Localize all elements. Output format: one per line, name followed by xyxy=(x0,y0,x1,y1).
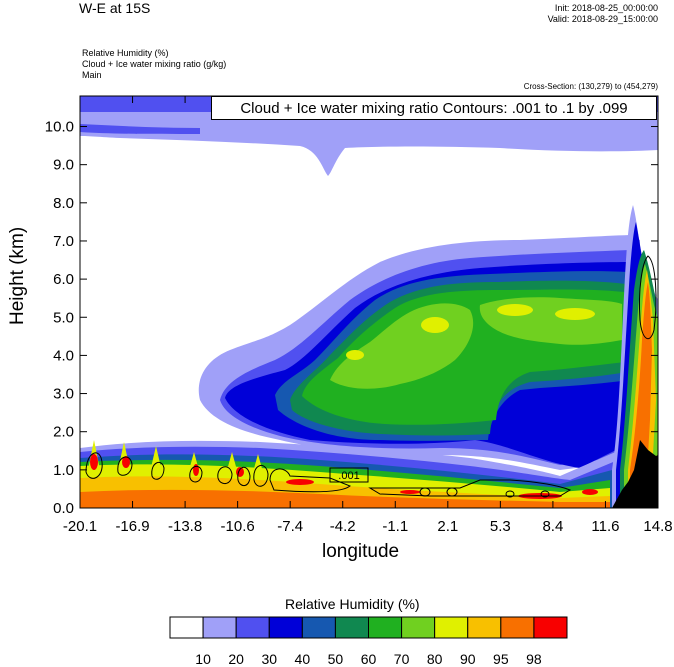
colorbar-swatch xyxy=(268,616,303,639)
y-axis: 0.0 1.0 2.0 3.0 4.0 5.0 6.0 7.0 8.0 9.0 10.0 xyxy=(45,119,658,517)
field-label-main: Main xyxy=(82,70,102,80)
x-tick-label: 14.8 xyxy=(643,518,672,535)
colorbar-label: 80 xyxy=(427,651,443,667)
colorbar-label: 95 xyxy=(493,651,509,667)
colorbar-label: 30 xyxy=(261,651,277,667)
plume-90-c xyxy=(555,308,595,320)
cloud-contours xyxy=(85,255,657,498)
y-tick-label: 10.0 xyxy=(45,119,74,136)
plume-90-d xyxy=(346,350,364,360)
x-tick-label: 11.6 xyxy=(591,518,619,535)
x-tick-label: -16.9 xyxy=(115,518,149,535)
colorbar: 10 20 30 40 50 60 70 80 90 95 98 xyxy=(169,616,568,667)
x-tick-label: 2.1 xyxy=(437,518,458,535)
contour-info-box: Cloud + Ice water mixing ratio Contours:… xyxy=(211,96,657,120)
colorbar-label: 60 xyxy=(361,651,377,667)
field-label-cloud: Cloud + Ice water mixing ratio (g/kg) xyxy=(82,59,227,69)
contour-label: .001 xyxy=(338,470,359,482)
y-axis-label: Height (km) xyxy=(7,226,28,325)
colorbar-swatch xyxy=(368,616,403,639)
colorbar-label: 10 xyxy=(195,651,211,667)
colorbar-label: 50 xyxy=(328,651,344,667)
y-tick-label: 9.0 xyxy=(53,157,74,174)
y-tick-label: 4.0 xyxy=(53,347,74,364)
colorbar-label: 20 xyxy=(228,651,244,667)
x-tick-label: -10.6 xyxy=(221,518,255,535)
cross-section-info: Cross-Section: (130,279) to (454,279) xyxy=(523,82,658,91)
field-label-rh: Relative Humidity (%) xyxy=(82,48,169,58)
colorbar-label: 98 xyxy=(526,651,542,667)
upper-moist-edge xyxy=(80,124,200,134)
plume-90-a xyxy=(421,317,449,333)
x-tick-label: -4.2 xyxy=(330,518,356,535)
rh-field: .001 xyxy=(80,96,658,508)
x-axis-label: longitude xyxy=(322,541,400,562)
colorbar-swatch xyxy=(467,616,502,639)
bl-98 xyxy=(80,489,610,508)
colorbar-swatch xyxy=(301,616,336,639)
colorbar-label: 40 xyxy=(295,651,311,667)
plume-90-b xyxy=(497,304,533,316)
colorbar-swatch xyxy=(169,616,204,639)
colorbar-title: Relative Humidity (%) xyxy=(285,596,420,612)
colorbar-swatch xyxy=(500,616,535,639)
init-time: Init: 2018-08-25_00:00:00 xyxy=(554,3,658,13)
colorbar-label: 90 xyxy=(460,651,476,667)
terrain xyxy=(612,440,658,508)
x-tick-label: 8.4 xyxy=(542,518,563,535)
colorbar-swatch xyxy=(235,616,270,639)
x-tick-label: -13.8 xyxy=(168,518,202,535)
colorbar-swatch xyxy=(334,616,369,639)
colorbar-label: 70 xyxy=(394,651,410,667)
colorbar-swatch xyxy=(202,616,237,639)
chart-title: W-E at 15S xyxy=(79,0,151,16)
x-tick-label: -1.1 xyxy=(382,518,408,535)
y-tick-label: 8.0 xyxy=(53,195,74,212)
y-tick-label: 7.0 xyxy=(53,233,74,250)
bl-saturated-spots xyxy=(90,454,598,499)
x-tick-label: 5.3 xyxy=(490,518,511,535)
y-tick-label: 3.0 xyxy=(53,386,74,403)
x-axis: -20.1 -16.9 -13.8 -10.6 -7.4 -4.2 -1.1 2.1 5.3 8.… xyxy=(63,96,673,535)
colorbar-swatch xyxy=(401,616,436,639)
y-tick-label: 5.0 xyxy=(53,309,74,326)
colorbar-swatch xyxy=(434,616,469,639)
colorbar-swatch xyxy=(533,616,568,639)
x-tick-label: -20.1 xyxy=(63,518,97,535)
y-tick-label: 2.0 xyxy=(53,424,74,441)
y-tick-label: 6.0 xyxy=(53,271,74,288)
y-tick-label: 0.0 xyxy=(53,500,74,517)
valid-time: Valid: 2018-08-29_15:00:00 xyxy=(547,14,658,24)
y-tick-label: 1.0 xyxy=(53,462,74,479)
x-tick-label: -7.4 xyxy=(277,518,303,535)
